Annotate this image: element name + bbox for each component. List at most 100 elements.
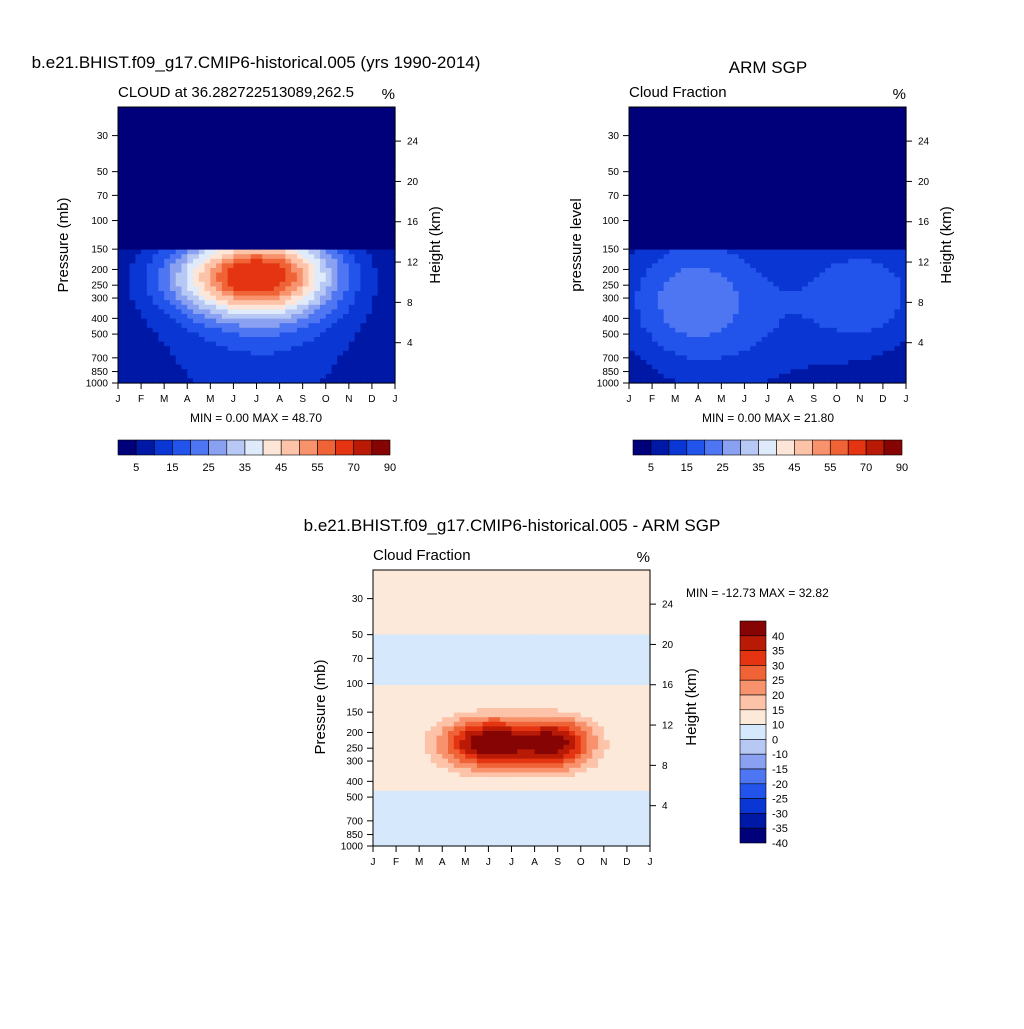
field-cell [268, 296, 274, 301]
field-cell [658, 217, 664, 222]
field-cell [205, 259, 211, 264]
field-cell [285, 337, 291, 342]
field-cell [721, 222, 727, 227]
field-cell [669, 116, 675, 121]
field-cell [646, 199, 652, 204]
field-cell [819, 148, 825, 153]
field-cell [257, 374, 263, 379]
field-cell [814, 199, 820, 204]
field-cell [756, 227, 762, 232]
field-cell [349, 314, 355, 319]
field-cell [750, 144, 756, 149]
field-cell [228, 268, 234, 273]
field-cell [877, 107, 883, 112]
field-cell [808, 250, 814, 255]
field-cell [785, 217, 791, 222]
field-cell [303, 227, 309, 232]
field-cell [704, 259, 710, 264]
field-cell [337, 254, 343, 259]
field-cell [158, 268, 164, 273]
field-cell [366, 112, 372, 117]
field-cell [646, 171, 652, 176]
field-cell [355, 217, 361, 222]
field-cell [372, 139, 378, 144]
field-cell [297, 328, 303, 333]
field-cell [378, 263, 384, 268]
field-cell [687, 254, 693, 259]
field-cell [222, 236, 228, 241]
field-cell [710, 231, 716, 236]
field-cell [274, 217, 280, 222]
field-cell [779, 167, 785, 172]
field-cell [349, 213, 355, 218]
field-cell [297, 250, 303, 255]
field-cell [750, 277, 756, 282]
field-cell [262, 328, 268, 333]
field-cell [141, 158, 147, 163]
field-cell [239, 222, 245, 227]
field-cell [629, 148, 635, 153]
field-cell [257, 227, 263, 232]
field-cell [228, 277, 234, 282]
field-cell [698, 153, 704, 158]
field-cell [274, 360, 280, 365]
field-cell [877, 213, 883, 218]
field-cell [337, 342, 343, 347]
field-cell [199, 204, 205, 209]
field-cell [124, 374, 130, 379]
field-cell [854, 263, 860, 268]
field-cell [337, 319, 343, 324]
field-cell [675, 135, 681, 140]
field-cell [216, 351, 222, 356]
field-cell [228, 342, 234, 347]
field-cell [819, 125, 825, 130]
field-cell [199, 337, 205, 342]
field-cell [785, 296, 791, 301]
field-cell [716, 135, 722, 140]
field-cell [251, 328, 257, 333]
field-cell [245, 181, 251, 186]
field-cell [629, 236, 635, 241]
field-cell [808, 171, 814, 176]
field-cell [187, 125, 193, 130]
field-cell [854, 190, 860, 195]
field-cell [355, 236, 361, 241]
field-cell [285, 332, 291, 337]
field-cell [785, 236, 791, 241]
field-cell [158, 323, 164, 328]
field-cell [210, 190, 216, 195]
field-cell [372, 148, 378, 153]
field-cell [280, 369, 286, 374]
field-cell [308, 254, 314, 259]
field-cell [343, 254, 349, 259]
field-cell [187, 360, 193, 365]
field-cell [773, 135, 779, 140]
field-cell [274, 245, 280, 250]
field-cell [245, 369, 251, 374]
field-cell [779, 236, 785, 241]
field-cell [326, 144, 332, 149]
field-cell [739, 144, 745, 149]
field-cell [262, 300, 268, 305]
field-cell [355, 332, 361, 337]
field-cell [372, 190, 378, 195]
field-cell [739, 291, 745, 296]
field-cell [791, 176, 797, 181]
field-cell [704, 139, 710, 144]
field-cell [658, 286, 664, 291]
field-cell [280, 245, 286, 250]
field-cell [332, 296, 338, 301]
field-cell [704, 116, 710, 121]
field-cell [222, 204, 228, 209]
field-cell [791, 227, 797, 232]
field-cell [658, 135, 664, 140]
field-cell [303, 351, 309, 356]
field-cell [130, 153, 136, 158]
field-cell [383, 208, 389, 213]
field-cell [675, 162, 681, 167]
field-cell [837, 217, 843, 222]
field-cell [193, 208, 199, 213]
field-cell [147, 268, 153, 273]
field-cell [814, 277, 820, 282]
field-cell [721, 185, 727, 190]
